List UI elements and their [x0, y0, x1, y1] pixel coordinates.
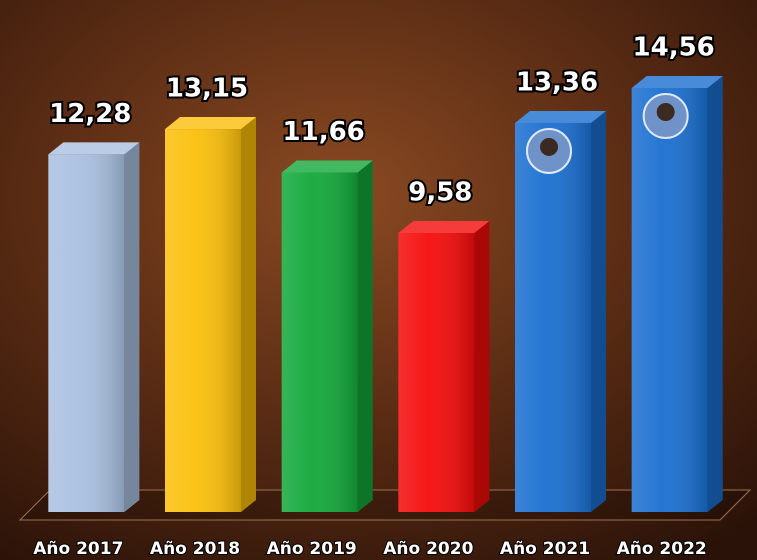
bar-top-shade — [398, 221, 489, 233]
bar-side-shade — [241, 117, 256, 512]
bar-side-shade — [591, 111, 606, 512]
chart: 12,28 Año 2017 13,15 Año 2018 11,66 Año 2019 9… — [0, 0, 757, 560]
x-tick-label: Año 2018 — [150, 539, 240, 559]
value-label: 12,28 — [49, 99, 131, 129]
bar-side-shade — [474, 221, 489, 512]
bar-top-shade — [282, 160, 373, 172]
portrait-head — [657, 103, 675, 121]
x-tick-label: Año 2022 — [617, 539, 707, 559]
bar-top-shade — [165, 117, 256, 129]
bar-side-shade — [124, 142, 139, 512]
portrait-head — [540, 138, 558, 156]
value-label: 13,15 — [166, 74, 248, 104]
value-label: 14,56 — [633, 33, 715, 63]
bar-shine — [398, 233, 474, 512]
bar-shine — [515, 123, 591, 512]
value-label: 13,36 — [516, 67, 598, 97]
x-tick-label: Año 2020 — [383, 539, 473, 559]
value-label: 9,58 — [408, 178, 472, 208]
bar-top-shade — [515, 111, 606, 123]
bar-shine — [282, 172, 358, 512]
bar-shine — [48, 154, 124, 512]
x-tick-label: Año 2021 — [500, 539, 590, 559]
bar-side-shade — [708, 76, 723, 512]
value-label: 11,66 — [283, 117, 365, 147]
bar-top-shade — [632, 76, 723, 88]
bar-top-shade — [48, 142, 139, 154]
bar-side-shade — [358, 160, 373, 512]
x-tick-label: Año 2017 — [33, 539, 123, 559]
x-tick-label: Año 2019 — [267, 539, 357, 559]
bar-shine — [632, 88, 708, 512]
bar-shine — [165, 129, 241, 512]
